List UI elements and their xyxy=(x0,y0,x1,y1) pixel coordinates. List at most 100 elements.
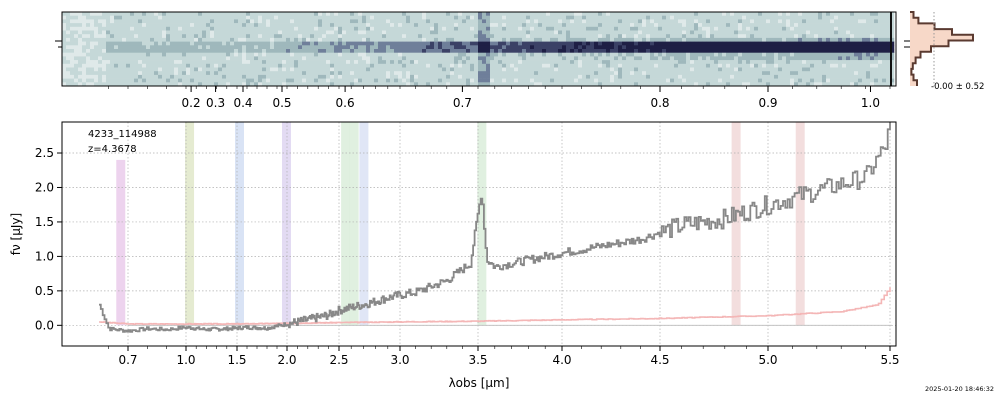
heat-cell xyxy=(614,26,619,31)
heat-cell xyxy=(322,45,327,50)
heat-cell xyxy=(394,41,399,46)
heat-cell xyxy=(698,45,703,50)
heat-cell xyxy=(622,30,627,35)
heat-cell xyxy=(438,78,443,83)
heat-cell xyxy=(518,41,523,46)
heat-cell xyxy=(642,49,647,53)
heat-cell xyxy=(226,49,231,53)
heat-cell xyxy=(306,30,311,35)
heat-cell xyxy=(574,74,579,79)
heat-cell xyxy=(866,45,871,50)
heat-cell xyxy=(406,30,411,35)
heat-cell xyxy=(814,30,819,35)
heat-cell xyxy=(470,15,475,20)
heat-cell xyxy=(874,49,879,53)
heat-cell xyxy=(562,78,567,83)
heat-cell xyxy=(486,15,491,20)
heat-cell xyxy=(102,45,107,50)
heat-cell xyxy=(694,52,699,57)
heat-cell xyxy=(74,45,79,50)
heat-cell xyxy=(166,30,171,35)
heat-cell xyxy=(322,37,327,42)
heat-cell xyxy=(378,34,383,39)
heat-cell xyxy=(98,60,103,65)
heat-cell xyxy=(854,30,859,35)
heat-cell xyxy=(250,52,255,57)
heat-cell xyxy=(362,71,367,76)
heat-cell xyxy=(570,49,575,53)
heat-cell xyxy=(482,78,487,83)
object-id: 4233_114988 xyxy=(88,129,157,140)
heat-cell xyxy=(638,12,643,16)
heat-cell xyxy=(854,19,859,24)
heat-cell xyxy=(854,71,859,76)
heat-cell xyxy=(114,63,119,68)
heat-cell xyxy=(274,26,279,31)
line-band-4 xyxy=(341,122,351,326)
heat-cell xyxy=(858,26,863,31)
heat-cell xyxy=(130,52,135,57)
heat-cell xyxy=(782,45,787,50)
heat-cell xyxy=(422,45,427,50)
heat-cell xyxy=(694,23,699,28)
heat-cell xyxy=(694,19,699,24)
heat-cell xyxy=(146,34,151,39)
heat-cell xyxy=(374,45,379,50)
heat-cell xyxy=(566,78,571,83)
heat-cell xyxy=(210,45,215,50)
heat-cell xyxy=(458,67,463,72)
heat-cell xyxy=(598,52,603,57)
heat-cell xyxy=(290,37,295,42)
heat-cell xyxy=(602,26,607,31)
heat-cell xyxy=(714,52,719,57)
heat-cell xyxy=(754,82,759,87)
heat-cell xyxy=(854,49,859,53)
heat-cell xyxy=(598,56,603,61)
heat-cell xyxy=(78,34,83,39)
heat-cell xyxy=(154,26,159,31)
heat-cell xyxy=(722,67,727,72)
heat-cell xyxy=(174,82,179,87)
heat-cell xyxy=(498,26,503,31)
heat-cell xyxy=(302,52,307,57)
heat-cell xyxy=(174,34,179,39)
heat-cell xyxy=(826,74,831,79)
heat-cell xyxy=(318,60,323,65)
heat-cell xyxy=(106,26,111,31)
heat-cell xyxy=(230,12,235,16)
heat-cell xyxy=(786,19,791,24)
heat-cell xyxy=(578,12,583,16)
heat-cell xyxy=(830,74,835,79)
heat-cell xyxy=(386,82,391,87)
heat-cell xyxy=(862,30,867,35)
heat-cell xyxy=(638,78,643,83)
heat-cell xyxy=(158,52,163,57)
heat-cell xyxy=(238,34,243,39)
heat-cell xyxy=(270,74,275,79)
heat-cell xyxy=(194,56,199,61)
heat-cell xyxy=(706,30,711,35)
heat-cell xyxy=(366,71,371,76)
heat-cell xyxy=(234,15,239,20)
heat-cell xyxy=(710,12,715,16)
heat-cell xyxy=(306,15,311,20)
heat-cell xyxy=(862,63,867,68)
heat-cell xyxy=(598,60,603,65)
x-tick-label-3: 2.0 xyxy=(277,353,296,367)
heat-cell xyxy=(250,78,255,83)
heat-cell xyxy=(642,15,647,20)
heat-cell xyxy=(238,19,243,24)
heat-cell xyxy=(726,56,731,61)
heat-cell xyxy=(90,23,95,28)
heat-cell xyxy=(346,15,351,20)
heat-cell xyxy=(306,49,311,53)
heat-cell xyxy=(530,45,535,50)
heat-cell xyxy=(674,49,679,53)
heat-cell xyxy=(742,30,747,35)
heat-cell xyxy=(102,78,107,83)
heat-cell xyxy=(402,34,407,39)
heat-cell xyxy=(162,19,167,24)
heat-cell xyxy=(438,63,443,68)
heat-cell xyxy=(502,63,507,68)
heat-cell xyxy=(206,52,211,57)
